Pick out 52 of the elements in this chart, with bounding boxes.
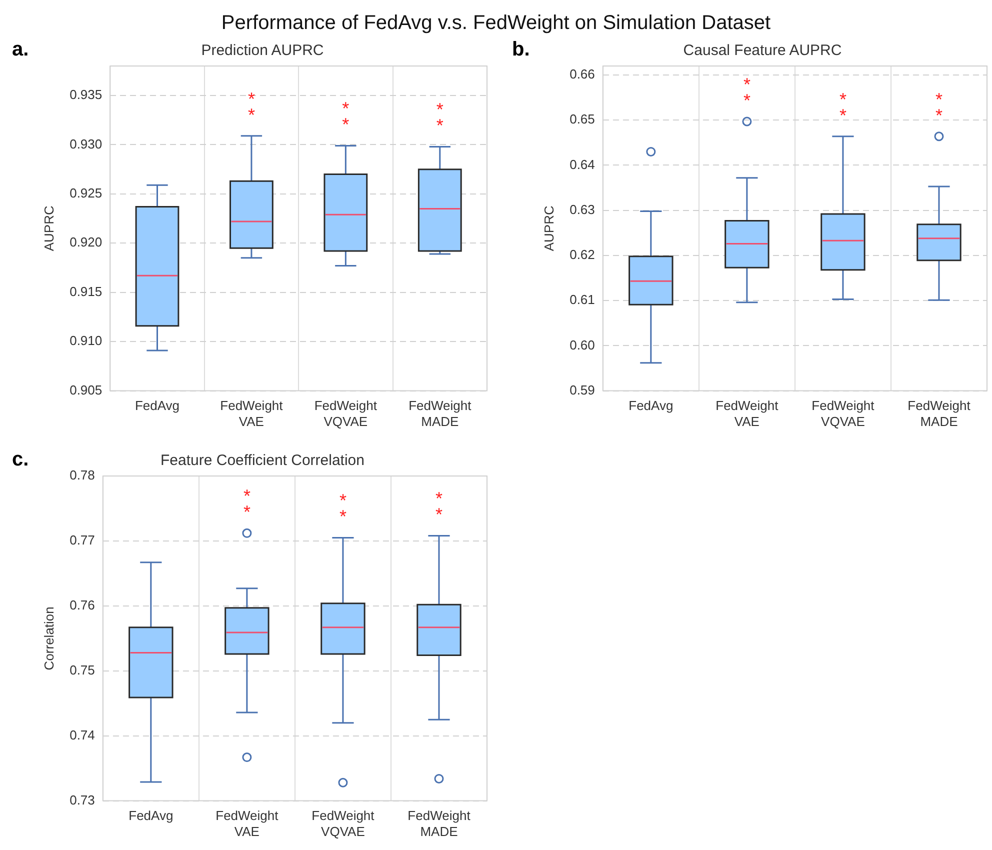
y-axis-title: AUPRC [41,206,56,252]
annotation: * * [243,486,250,522]
y-axis-title: Correlation [41,606,56,670]
y-tick-label: 0.61 [570,292,595,308]
y-tick-label: 0.915 [70,284,102,299]
annotation: * * [743,74,750,110]
y-tick-label: 0.73 [70,792,95,808]
y-tick-label: 0.935 [70,87,102,102]
chart-title: Feature Coefficient Correlation [160,452,364,470]
chart-title: Prediction AUPRC [201,42,324,60]
x-tick-label: FedWeight VQVAE [312,808,375,839]
annotation: * * [339,490,346,527]
y-tick-label: 0.74 [70,727,95,742]
y-tick-label: 0.910 [70,333,102,348]
annotation: * * [248,88,255,125]
x-tick-label: FedWeight VQVAE [812,398,875,429]
y-tick-label: 0.60 [570,337,595,352]
x-tick-label: FedWeight VAE [220,398,284,429]
x-tick-label: FedAvg [128,808,174,824]
y-tick-label: 0.930 [70,136,102,152]
y-tick-label: 0.76 [70,598,95,612]
x-tick-label: FedWeight MADE [908,398,971,429]
annotation: * * [436,100,444,136]
text: b. [512,38,530,61]
y-tick-label: 0.65 [570,112,595,127]
y-tick-label: 0.77 [70,532,95,548]
y-tick-label: 0.63 [570,202,595,217]
y-tick-label: 0.64 [570,156,595,172]
x-tick-label: FedWeight VAE [216,808,279,839]
y-tick-label: 0.59 [570,382,595,398]
y-tick-label: 0.920 [70,234,102,250]
y-tick-label: 0.66 [570,66,595,82]
text: c. [12,448,29,471]
x-tick-label: FedWeight VAE [716,398,779,429]
annotation: * * [342,98,350,135]
y-tick-label: 0.75 [70,662,95,678]
annotation: * * [435,488,442,525]
x-tick-label: FedWeight MADE [408,808,471,839]
x-tick-label: FedWeight MADE [408,398,472,429]
x-tick-label: FedAvg [134,398,180,414]
y-axis-title: AUPRC [541,206,556,252]
annotation: * * [839,89,846,126]
annotation: * * [935,89,942,126]
x-tick-label: FedWeight VQVAE [314,398,378,429]
y-tick-label: 0.905 [70,382,102,398]
y-tick-label: 0.62 [570,247,595,262]
y-tick-label: 0.925 [70,186,102,201]
x-tick-label: FedAvg [628,398,674,414]
text: a. [12,38,29,61]
text: Performance of FedAvg v.s. FedWeight on Simulation Dataset [220,11,772,35]
y-tick-label: 0.78 [70,468,95,483]
chart-title: Causal Feature AUPRC [683,42,842,60]
